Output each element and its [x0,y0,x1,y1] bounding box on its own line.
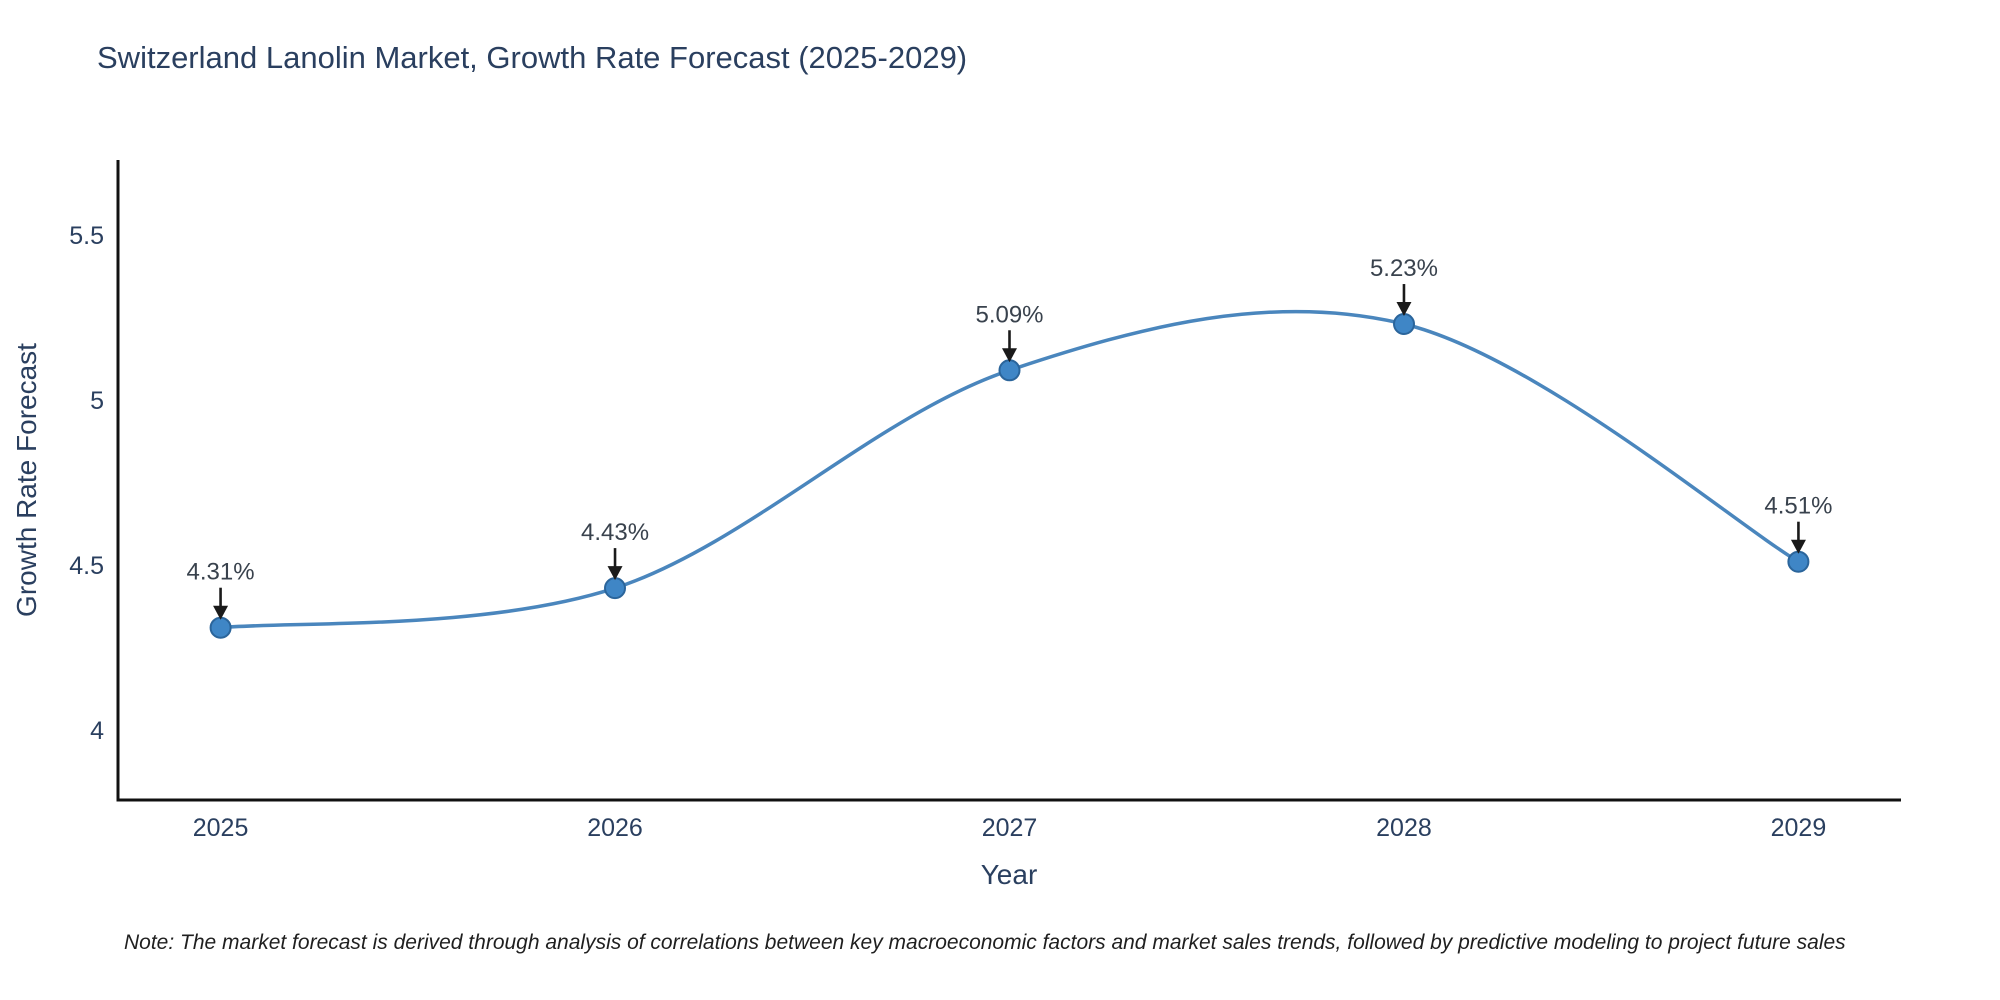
y-axis-title: Growth Rate Forecast [11,343,42,617]
annotation-arrowhead [607,566,623,581]
series-layer [209,309,1810,639]
y-tick-label: 5.5 [69,222,104,250]
data-point-marker [1787,550,1810,573]
x-tick-label: 2029 [1771,814,1827,842]
data-point-marker [209,616,232,639]
x-tick-label: 2027 [982,814,1038,842]
annotation-label: 5.23% [1370,255,1438,282]
y-tick-label: 5 [90,387,104,415]
x-tick-label: 2028 [1376,814,1432,842]
annotation-arrowhead [1790,539,1806,554]
y-tick-label: 4 [90,717,104,745]
point-annotation: 5.09% [975,301,1044,363]
annotation-arrowhead [1002,348,1017,363]
footnote: Note: The market forecast is derived thr… [124,931,1846,954]
annotation-label: 4.51% [1764,493,1832,520]
y-tick-label: 4.5 [69,552,104,580]
data-point-marker [604,577,626,600]
x-tick-label: 2025 [193,814,249,842]
point-annotation: 4.31% [187,559,255,620]
annotation-label: 4.31% [187,559,255,586]
point-annotation: 4.43% [581,519,649,581]
data-point-marker [1393,313,1415,335]
chart-title: Switzerland Lanolin Market, Growth Rate … [97,40,968,75]
data-point-marker [998,359,1021,382]
annotation-arrowhead [213,605,229,620]
annotation-arrowhead [1396,302,1412,317]
annotation-label: 4.43% [581,519,649,546]
axes-layer: 4 4.5 5 5.5 2025 2026 2027 2028 2029 [69,160,1901,842]
point-annotation: 5.23% [1370,255,1438,317]
annotation-label: 5.09% [975,301,1043,328]
annotation-layer: 4.31% 4.43% 5.09% 5.23% 4.51% [187,255,1832,620]
x-axis-title: Year [981,859,1038,890]
x-tick-label: 2026 [587,814,643,842]
point-annotation: 4.51% [1764,493,1832,554]
